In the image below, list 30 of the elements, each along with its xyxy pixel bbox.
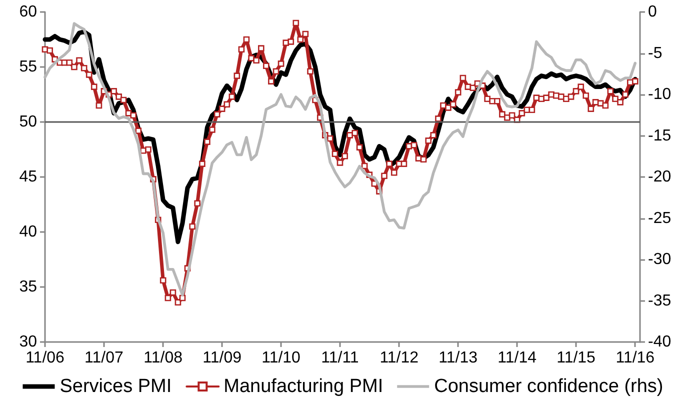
y2-tick-label: -10 bbox=[648, 86, 672, 103]
y2-tick-label: -35 bbox=[648, 292, 672, 310]
x-tick-label: 11/10 bbox=[262, 350, 301, 366]
x-tick-label: 11/14 bbox=[498, 350, 537, 366]
y-tick-label: 55 bbox=[19, 58, 38, 76]
y-tick-label: 40 bbox=[19, 224, 38, 240]
x-tick-label: 11/15 bbox=[556, 350, 596, 366]
x-tick-label: 11/09 bbox=[202, 350, 242, 366]
x-tick-label: 11/12 bbox=[380, 350, 419, 366]
legend-label: Consumer confidence (rhs) bbox=[434, 376, 664, 397]
y2-tick-label: -30 bbox=[648, 251, 672, 268]
x-tick-label: 11/13 bbox=[438, 350, 478, 366]
y-tick-label: 60 bbox=[19, 4, 38, 20]
y2-tick-label: -15 bbox=[648, 127, 672, 144]
y2-tick-label: -25 bbox=[648, 210, 672, 227]
x-tick-label: 11/08 bbox=[144, 350, 183, 366]
y2-tick-label: -5 bbox=[648, 44, 662, 62]
y2-tick-label: -20 bbox=[648, 168, 672, 186]
y-tick-label: 30 bbox=[19, 334, 38, 350]
x-tick-label: 11/16 bbox=[616, 350, 655, 366]
y2-tick-label: 0 bbox=[648, 4, 657, 20]
y-tick-label: 45 bbox=[19, 168, 38, 186]
y-tick-label: 50 bbox=[19, 114, 38, 130]
legend-label: Services PMI bbox=[60, 376, 172, 397]
x-tick-label: 11/11 bbox=[321, 350, 359, 366]
y2-tick-label: -40 bbox=[648, 334, 672, 350]
x-tick-label: 11/06 bbox=[26, 350, 65, 366]
y-tick-label: 35 bbox=[19, 278, 38, 296]
x-tick-label: 11/07 bbox=[84, 350, 124, 366]
legend-label: Manufacturing PMI bbox=[224, 376, 384, 397]
